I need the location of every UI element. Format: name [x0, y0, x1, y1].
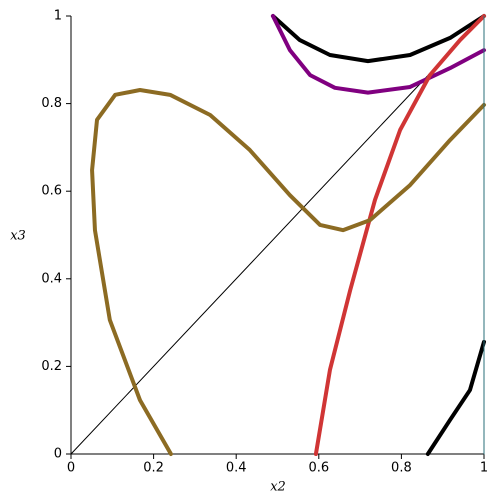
curve: [313, 14, 486, 456]
y-axis-title: x3: [10, 229, 26, 244]
x-tick-label: 0.4: [226, 461, 247, 476]
x-tick-label: 0: [67, 461, 75, 476]
x-tick-label: 0.6: [308, 461, 329, 476]
curve: [70, 15, 485, 455]
y-tick-label: 1: [54, 9, 62, 24]
y-tick-label: 0.8: [41, 96, 62, 111]
y-tick-label: 0.6: [41, 184, 62, 199]
x-tick-label: 0.2: [143, 461, 164, 476]
y-tick-label: 0: [54, 447, 62, 462]
curve: [425, 339, 486, 456]
curve: [270, 14, 486, 64]
y-tick-label: 0.4: [41, 271, 62, 286]
y-tick-label: 0.2: [41, 359, 62, 374]
x-tick-label: 1: [480, 461, 488, 476]
curve: [270, 14, 486, 95]
curve: [90, 88, 486, 456]
x-tick-label: 0.8: [391, 461, 412, 476]
x-axis-title: x2: [270, 480, 286, 495]
